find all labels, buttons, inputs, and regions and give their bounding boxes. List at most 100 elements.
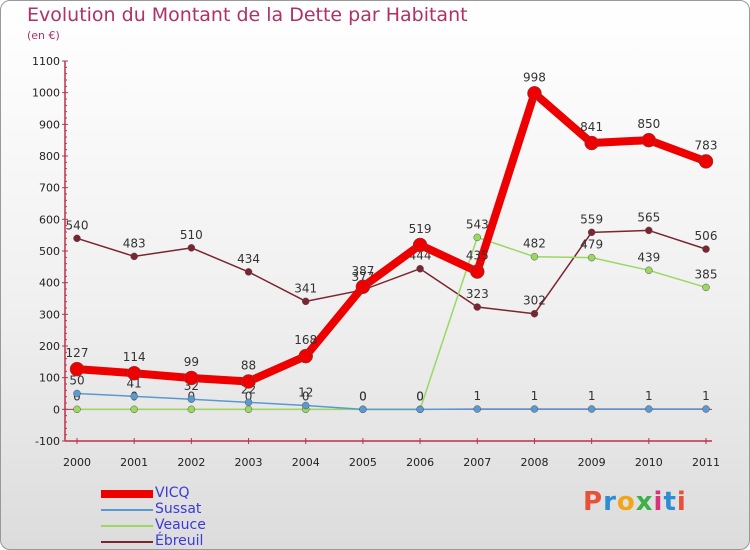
data-point-veauce <box>530 252 539 261</box>
data-point-sussat <box>187 395 196 403</box>
series-line-sussat <box>76 392 707 411</box>
data-point-sussat <box>416 405 424 414</box>
data-point-sussat <box>702 405 710 413</box>
data-label-vicq: 841 <box>580 120 603 134</box>
data-label-veauce: 385 <box>695 267 718 281</box>
data-point-veauce <box>187 405 196 414</box>
x-tick-label: 2010 <box>635 456 663 469</box>
data-point-ebreuil <box>416 264 424 273</box>
data-point-ebreuil <box>301 297 310 306</box>
legend-label-veauce: Veauce <box>155 517 206 533</box>
series-line-ebreuil <box>76 229 707 315</box>
x-tick-label: 2003 <box>235 456 263 469</box>
chart-legend: VICQ Sussat Veauce Ébreuil <box>101 485 301 549</box>
data-label-sussat: 1 <box>588 389 596 403</box>
data-label-sussat: 0 <box>416 389 424 403</box>
data-label-ebreuil: 510 <box>180 228 203 242</box>
data-point-vicq <box>584 135 599 151</box>
data-point-vicq <box>641 132 657 148</box>
data-point-ebreuil <box>244 268 253 276</box>
data-label-vicq: 998 <box>523 70 546 84</box>
data-label-vicq: 127 <box>66 346 89 360</box>
proxiti-logo: Proxiti <box>583 487 687 517</box>
data-label-ebreuil: 506 <box>695 229 718 243</box>
data-point-sussat <box>130 392 138 401</box>
data-point-vicq <box>527 86 542 101</box>
legend-item-sussat: Sussat <box>101 501 301 518</box>
data-point-ebreuil <box>130 252 138 261</box>
data-label-veauce: 0 <box>416 389 424 403</box>
data-point-veauce <box>587 253 596 262</box>
data-point-ebreuil <box>587 228 596 237</box>
data-label-veauce: 543 <box>466 217 489 231</box>
data-point-vicq <box>184 370 199 386</box>
data-label-ebreuil: 434 <box>237 252 260 266</box>
y-tick-label: 600 <box>39 213 60 226</box>
series-line-vicq <box>73 89 710 386</box>
data-point-sussat <box>73 389 81 398</box>
data-label-vicq: 519 <box>409 222 432 236</box>
data-point-ebreuil <box>73 234 81 243</box>
data-label-vicq: 435 <box>466 249 489 263</box>
legend-swatch-vicq <box>101 490 153 498</box>
data-label-veauce: 482 <box>523 237 546 251</box>
data-label-sussat: 12 <box>298 386 313 400</box>
legend-swatch-sussat <box>101 509 153 511</box>
data-point-sussat <box>587 405 596 413</box>
data-label-veauce: 479 <box>580 238 603 252</box>
data-label-ebreuil: 341 <box>294 281 317 295</box>
data-point-veauce <box>130 405 138 414</box>
x-tick-label: 2011 <box>692 456 720 469</box>
x-tick-label: 2000 <box>63 456 91 469</box>
data-point-ebreuil <box>530 309 539 318</box>
chart-title: Evolution du Montant de la Dette par Hab… <box>27 4 468 26</box>
data-label-veauce: 0 <box>359 389 367 403</box>
data-point-ebreuil <box>645 226 653 235</box>
data-point-vicq <box>298 348 313 364</box>
data-point-vicq <box>355 279 371 295</box>
y-tick-label: 0 <box>53 403 60 416</box>
x-tick-label: 2002 <box>177 456 205 469</box>
data-point-ebreuil <box>473 303 482 311</box>
y-tick-label: 200 <box>39 340 60 353</box>
logo-letter: i <box>653 487 664 517</box>
data-label-vicq: 168 <box>294 333 317 347</box>
y-tick-label: 400 <box>39 277 60 290</box>
y-tick-label: 700 <box>39 182 60 195</box>
y-tick-label: 800 <box>39 150 60 163</box>
chart-unit-label: (en €) <box>27 29 60 42</box>
data-point-veauce <box>73 405 81 414</box>
legend-swatch-ebreuil <box>101 541 153 543</box>
data-label-vicq: 783 <box>695 138 718 152</box>
data-label-sussat: 0 <box>359 389 367 403</box>
x-tick-label: 2005 <box>349 456 377 469</box>
x-tick-label: 2009 <box>578 456 606 469</box>
data-label-sussat: 1 <box>702 389 710 403</box>
logo-letter: r <box>603 487 617 517</box>
data-label-vicq: 387 <box>351 264 374 278</box>
data-label-ebreuil: 540 <box>66 218 89 232</box>
data-label-veauce: 0 <box>302 389 310 403</box>
data-point-sussat <box>301 401 310 410</box>
data-point-sussat <box>530 405 539 413</box>
data-label-ebreuil: 323 <box>466 287 489 301</box>
data-label-sussat: 1 <box>473 389 481 403</box>
data-label-ebreuil: 483 <box>123 236 146 250</box>
y-tick-label: 100 <box>39 372 60 385</box>
data-label-veauce: 0 <box>245 389 253 403</box>
data-label-vicq: 114 <box>123 350 146 364</box>
data-point-sussat <box>645 405 653 413</box>
data-point-veauce <box>702 283 710 292</box>
data-point-ebreuil <box>187 244 196 252</box>
data-label-sussat: 41 <box>127 376 142 390</box>
logo-letter: i <box>676 487 687 517</box>
data-label-vicq: 99 <box>184 355 199 369</box>
legend-item-vicq: VICQ <box>101 485 301 502</box>
data-point-vicq <box>412 237 428 253</box>
logo-letter: x <box>635 487 654 517</box>
data-point-veauce <box>473 233 482 242</box>
legend-label-vicq: VICQ <box>155 485 190 501</box>
y-tick-label: -100 <box>35 435 60 448</box>
data-point-veauce <box>244 405 253 414</box>
